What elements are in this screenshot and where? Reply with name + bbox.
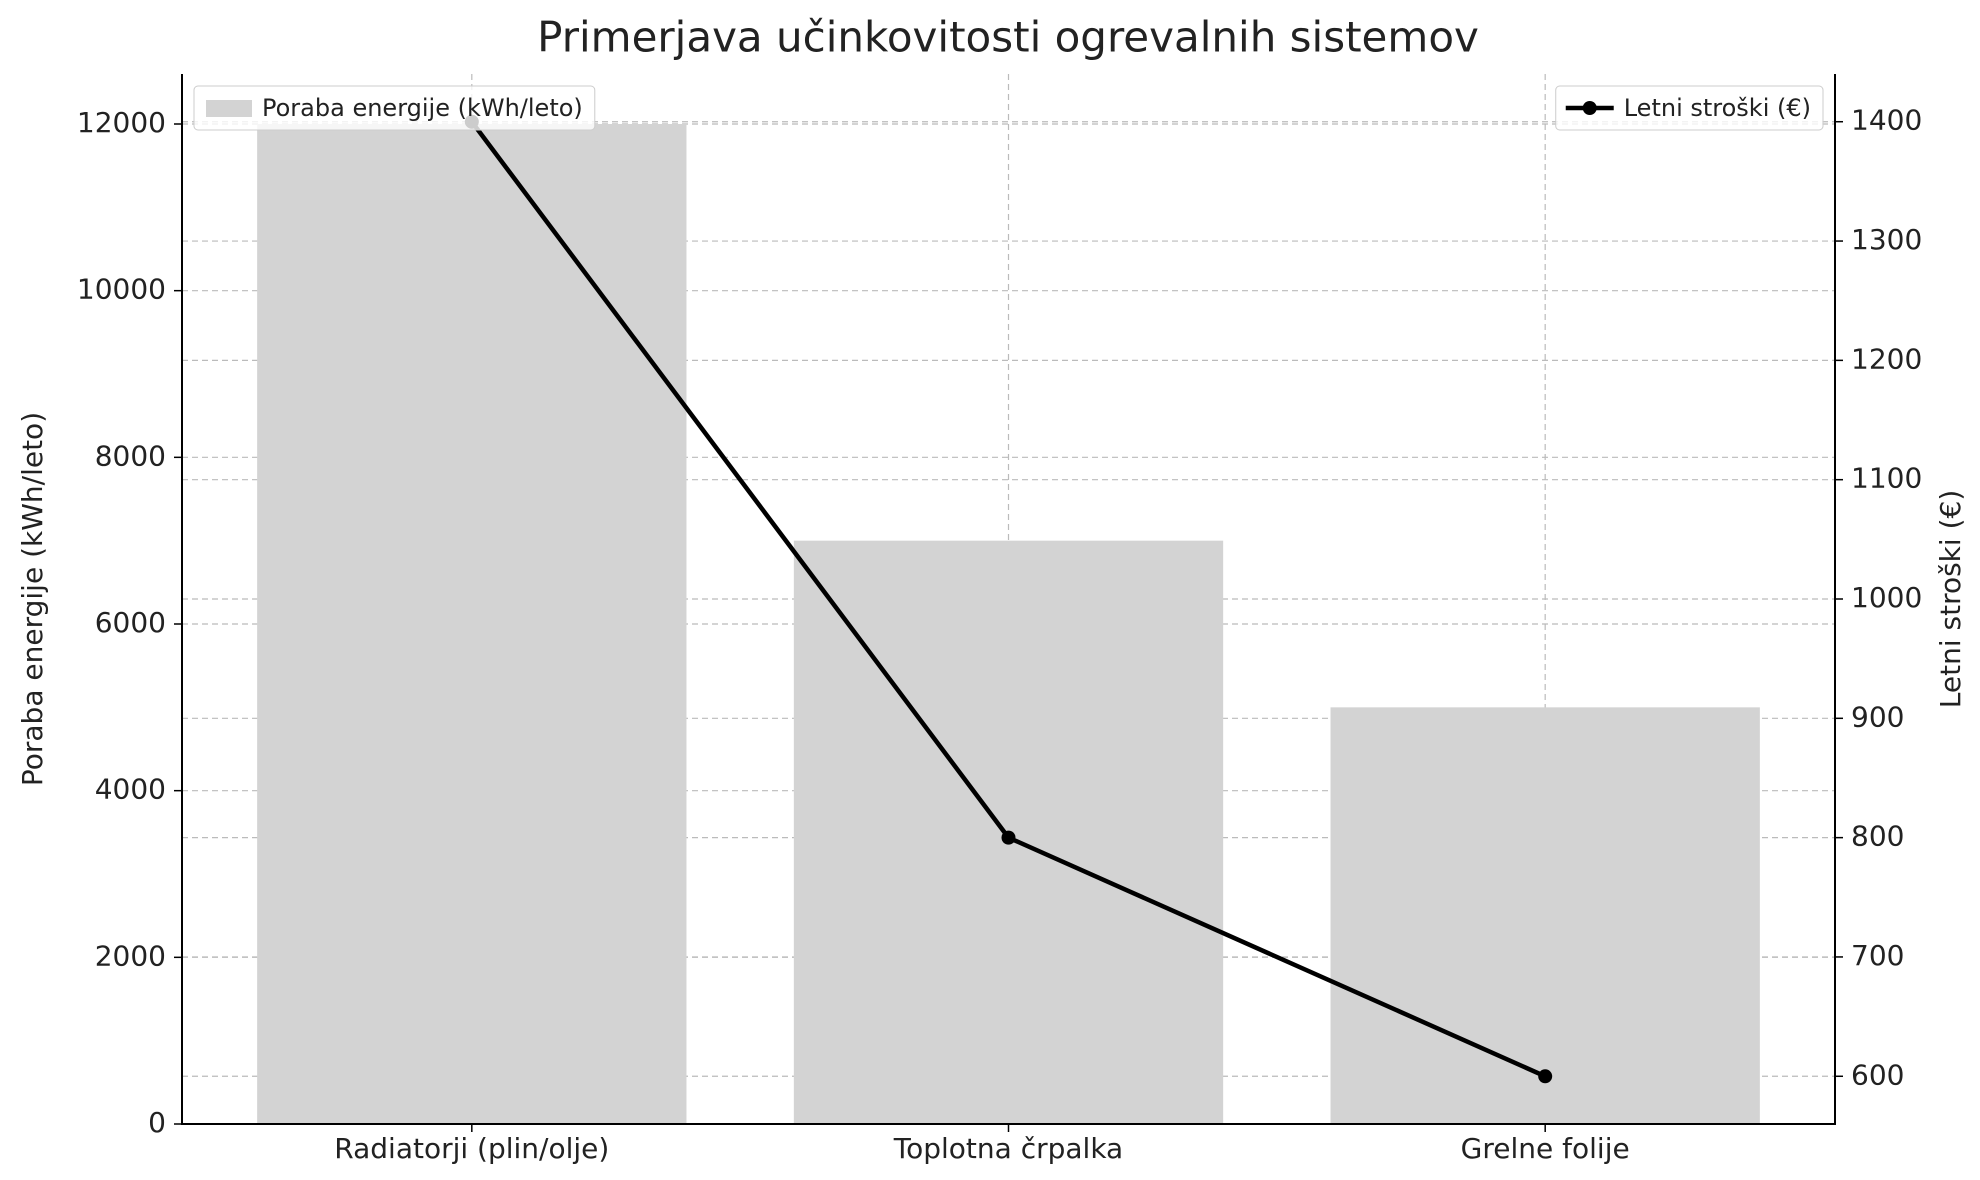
point (1538, 1069, 1553, 1084)
y-tick-label: 4000 (95, 773, 166, 806)
y-tick-label: 8000 (95, 439, 166, 472)
y2-tick-label: 700 (1851, 939, 1904, 972)
legend-label: Letni stroški (€) (1624, 94, 1811, 122)
bar (257, 124, 687, 1124)
x-tick-label: Radiatorji (plin/olje) (334, 1132, 609, 1165)
legend: Poraba energije (kWh/leto) (193, 85, 596, 131)
y-axis-label: Poraba energije (kWh/leto) (16, 412, 49, 786)
x-tick-label: Grelne folije (1461, 1132, 1630, 1165)
y2-tick-label: 1100 (1851, 462, 1922, 495)
y-tick-label: 6000 (95, 606, 166, 639)
y-tick-label: 10000 (77, 273, 166, 306)
y2-axis-label: Letni stroški (€) (1934, 490, 1967, 708)
bar (1330, 707, 1760, 1124)
legend-box (1555, 85, 1824, 131)
axes: 0 2000 4000 6000 8000 10000 12000 600 700 800 900 1… (77, 74, 1922, 1165)
y-tick-label: 2000 (95, 939, 166, 972)
legend-swatch (1582, 101, 1597, 115)
x-tick-label: Toplotna črpalka (893, 1132, 1123, 1165)
y2-tick-label: 1300 (1851, 223, 1922, 256)
y2-tick-label: 1200 (1851, 342, 1922, 375)
y2-tick-label: 1000 (1851, 581, 1922, 614)
point (1001, 830, 1016, 845)
axis-frame (181, 74, 1836, 1125)
chart-title: Primerjava učinkovitosti ogrevalnih sist… (537, 13, 1479, 62)
legend-box (193, 85, 596, 131)
y-tick-label: 0 (148, 1106, 166, 1139)
legend: Letni stroški (€) (1555, 85, 1824, 131)
y2-tick-label: 1400 (1851, 104, 1922, 137)
y-tick-label: 12000 (77, 106, 166, 139)
y2-tick-label: 600 (1851, 1058, 1904, 1091)
legend-label: Poraba energije (kWh/leto) (262, 94, 583, 122)
y2-tick-label: 800 (1851, 820, 1904, 853)
legend-swatch (206, 100, 252, 117)
lines (464, 114, 1553, 1084)
y2-tick-label: 900 (1851, 700, 1904, 733)
